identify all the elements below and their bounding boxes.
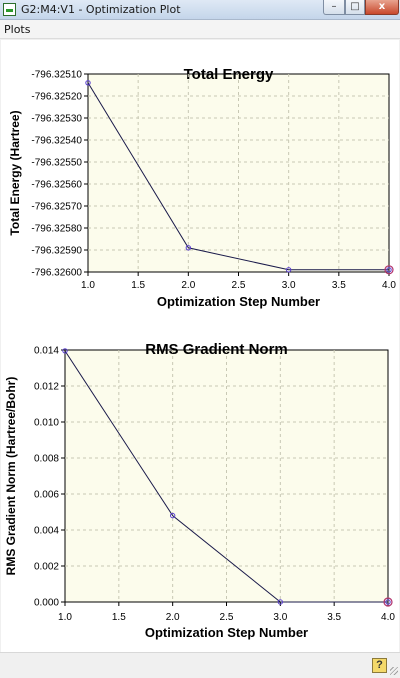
y-tick-label: -796.32540: [31, 136, 82, 147]
y-tick-label: -796.32560: [31, 180, 82, 191]
maximize-button[interactable]: □: [345, 0, 365, 15]
window-titlebar[interactable]: G2:M4:V1 - Optimization Plot – □ x: [0, 0, 400, 20]
y-tick-label: -796.32530: [31, 114, 82, 125]
plot-area: Total Energy 1.0 1.5 2.0 2.5 3.0 3.5 4.0 -796.32…: [1, 40, 399, 652]
x-axis-label: Optimization Step Number: [157, 294, 320, 309]
y-tick-label: 0.010: [34, 418, 59, 429]
y-tick-label: 0.000: [34, 598, 59, 609]
chart-title: Total Energy: [184, 66, 274, 83]
y-tick-label: 0.008: [34, 454, 59, 465]
resize-grip-icon[interactable]: [390, 667, 398, 675]
x-axis-label: Optimization Step Number: [145, 625, 308, 640]
y-tick-label: -796.32570: [31, 202, 82, 213]
y-tick-label: 0.004: [34, 526, 59, 537]
current-point-marker: [384, 265, 394, 275]
data-point: [185, 245, 192, 251]
y-tick-label: -796.32590: [31, 246, 82, 257]
y-tick-label: 0.012: [34, 382, 59, 393]
data-point: [386, 267, 392, 273]
data-point: [62, 348, 68, 354]
x-tick-label: 1.5: [131, 280, 145, 291]
y-tick-label: -796.32520: [31, 92, 82, 103]
data-point: [169, 512, 176, 519]
window-title: G2:M4:V1 - Optimization Plot: [21, 3, 181, 16]
data-point: [277, 599, 284, 605]
help-icon[interactable]: ?: [372, 658, 387, 673]
y-tick-label: -796.32580: [31, 224, 82, 235]
status-bar: ?: [0, 652, 400, 678]
data-point: [85, 80, 91, 86]
x-tick-label: 2.0: [166, 612, 180, 623]
x-tick-label: 1.0: [58, 612, 72, 623]
x-tick-label: 3.0: [282, 280, 296, 291]
x-tick-label: 2.0: [181, 280, 195, 291]
menu-plots[interactable]: Plots: [4, 23, 31, 36]
y-tick-label: -796.32510: [31, 70, 82, 81]
series-line: [64, 350, 388, 603]
y-axis-label: Total Energy (Hartree): [8, 110, 22, 235]
x-tick-label: 3.0: [273, 612, 287, 623]
x-tick-label: 1.5: [112, 612, 126, 623]
data-point: [385, 599, 391, 605]
x-tick-label: 3.5: [327, 612, 341, 623]
y-tick-label: -796.32600: [31, 268, 82, 279]
y-tick-label: 0.014: [34, 346, 59, 357]
x-tick-label: 4.0: [381, 612, 395, 623]
rms-gradient-chart: RMS Gradient Norm 1.0 1.5 2.0 2.5 3.0 3.5 4.0 0.…: [4, 341, 395, 640]
x-tick-label: 3.5: [332, 280, 346, 291]
molecule-app-icon: [3, 3, 16, 16]
current-point-marker: [383, 597, 393, 607]
y-axis-label: RMS Gradient Norm (Hartree/Bohr): [4, 377, 18, 576]
close-button[interactable]: x: [365, 0, 399, 15]
minimize-button[interactable]: –: [323, 0, 345, 15]
y-tick-label: -796.32550: [31, 158, 82, 169]
series-line: [87, 82, 389, 271]
y-tick-label: 0.006: [34, 490, 59, 501]
x-tick-label: 4.0: [382, 280, 396, 291]
x-tick-label: 2.5: [220, 612, 234, 623]
y-tick-label: 0.002: [34, 562, 59, 573]
data-point: [285, 267, 292, 273]
chart-title: RMS Gradient Norm: [145, 341, 288, 358]
x-tick-label: 1.0: [81, 280, 95, 291]
x-tick-label: 2.5: [232, 280, 246, 291]
menu-bar: Plots: [0, 20, 400, 39]
total-energy-chart: Total Energy 1.0 1.5 2.0 2.5 3.0 3.5 4.0 -796.32…: [8, 66, 396, 309]
